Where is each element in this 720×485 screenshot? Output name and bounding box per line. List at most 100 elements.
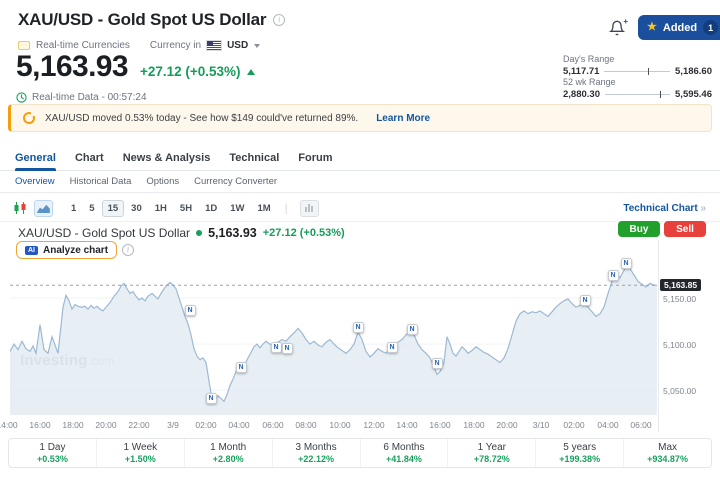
perf-3-months[interactable]: 3 Months +22.12% bbox=[271, 439, 360, 467]
interval-15[interactable]: 15 bbox=[101, 199, 125, 217]
promo-banner: XAU/USD moved 0.53% today - See how $149… bbox=[8, 104, 712, 132]
days-range-low: 5,117.71 bbox=[563, 66, 600, 77]
tab-chart[interactable]: Chart bbox=[74, 152, 104, 164]
days-range-high: 5,186.60 bbox=[675, 66, 712, 77]
interval-5h[interactable]: 5H bbox=[179, 202, 193, 214]
news-marker[interactable]: N bbox=[406, 323, 418, 335]
toolbar-divider: | bbox=[284, 201, 288, 215]
perf-period-label: 1 Week bbox=[123, 442, 158, 453]
perf-5-years[interactable]: 5 years +199.38% bbox=[535, 439, 623, 467]
analyze-info-icon[interactable]: i bbox=[122, 244, 134, 256]
wk52-range-high: 5,595.46 bbox=[675, 89, 712, 100]
interval-1m[interactable]: 1M bbox=[257, 202, 271, 214]
x-axis-tick: 02:00 bbox=[195, 420, 217, 430]
realtime-data-row: Real-time Data - 00:57:24 bbox=[16, 92, 147, 103]
added-label: Added bbox=[662, 21, 698, 34]
news-marker[interactable]: N bbox=[431, 357, 443, 369]
x-axis-tick: 3/9 bbox=[167, 420, 179, 430]
news-marker[interactable]: N bbox=[607, 269, 619, 281]
subtab-historical-data[interactable]: Historical Data bbox=[69, 176, 132, 187]
analyze-chart-button[interactable]: AI Analyze chart bbox=[16, 241, 118, 259]
x-axis-tick: 14:00 bbox=[0, 420, 18, 430]
news-marker[interactable]: N bbox=[270, 341, 282, 353]
technical-chart-link[interactable]: Technical Chart » bbox=[623, 203, 706, 214]
interval-5[interactable]: 5 bbox=[89, 202, 95, 214]
currency-in-label: Currency in bbox=[149, 40, 202, 51]
main-tabs: General Chart News & Analysis Technical Foru… bbox=[0, 146, 720, 171]
days-range-bar bbox=[604, 68, 671, 75]
subtab-currency-converter[interactable]: Currency Converter bbox=[194, 176, 278, 187]
star-icon: ★ bbox=[647, 21, 657, 33]
y-axis-label: 5,100.00 bbox=[663, 340, 697, 351]
perf-period-label: 1 Day bbox=[39, 442, 66, 453]
up-arrow-icon bbox=[246, 68, 255, 75]
news-marker[interactable]: N bbox=[579, 294, 591, 306]
news-marker[interactable]: N bbox=[235, 361, 247, 373]
buy-button[interactable]: Buy bbox=[618, 221, 660, 237]
perf-1-day[interactable]: 1 Day +0.53% bbox=[9, 439, 96, 467]
x-axis-tick: 06:00 bbox=[630, 420, 652, 430]
price-axis-divider bbox=[658, 240, 659, 432]
perf-1-week[interactable]: 1 Week +1.50% bbox=[95, 439, 184, 467]
news-marker[interactable]: N bbox=[281, 342, 293, 354]
perf-1-year[interactable]: 1 Year +78.72% bbox=[447, 439, 535, 467]
perf-max[interactable]: Max +934.87% bbox=[623, 439, 711, 467]
currency-select[interactable]: USD bbox=[227, 40, 249, 51]
news-marker[interactable]: N bbox=[386, 341, 398, 353]
learn-more-link[interactable]: Learn More bbox=[376, 112, 431, 124]
candlestick-chart-icon[interactable] bbox=[12, 200, 28, 216]
technical-chart-label: Technical Chart bbox=[623, 202, 698, 214]
x-axis-tick: 12:00 bbox=[363, 420, 385, 430]
chevron-down-icon[interactable] bbox=[254, 43, 261, 48]
perf-period-label: 1 Year bbox=[477, 442, 506, 453]
wk52-range-block: 52 wk Range 2,880.30 5,595.46 bbox=[563, 77, 712, 100]
perf-period-value: +934.87% bbox=[647, 454, 688, 464]
realtime-data-label: Real-time Data - 00:57:24 bbox=[32, 92, 147, 103]
us-flag-icon bbox=[206, 40, 223, 51]
x-axis-tick: 20:00 bbox=[496, 420, 518, 430]
news-marker[interactable]: N bbox=[620, 257, 632, 269]
title-info-icon[interactable]: i bbox=[273, 14, 286, 26]
realtime-label: Real-time Currencies bbox=[36, 40, 130, 51]
interval-1[interactable]: 1 bbox=[71, 202, 77, 214]
news-marker[interactable]: N bbox=[205, 392, 217, 404]
watchlist-added-button[interactable]: ★ Added 1 bbox=[638, 15, 720, 40]
subtab-options[interactable]: Options bbox=[146, 176, 180, 187]
news-marker[interactable]: N bbox=[184, 304, 196, 316]
tab-general[interactable]: General bbox=[15, 146, 56, 171]
tab-news-analysis[interactable]: News & Analysis bbox=[122, 152, 211, 164]
x-axis-tick: 20:00 bbox=[95, 420, 117, 430]
price-chart[interactable]: Investing.com bbox=[10, 240, 657, 415]
area-chart-icon[interactable] bbox=[34, 199, 53, 217]
ai-badge-icon: AI bbox=[25, 245, 38, 255]
sub-tabs: Overview Historical Data Options Currency C… bbox=[0, 171, 720, 193]
area-series bbox=[10, 263, 657, 415]
create-alert-button[interactable]: + bbox=[604, 15, 630, 40]
subtab-overview[interactable]: Overview bbox=[15, 176, 55, 187]
promo-icon bbox=[23, 112, 35, 124]
clock-icon bbox=[16, 92, 27, 103]
x-axis-tick: 18:00 bbox=[463, 420, 485, 430]
interval-30[interactable]: 30 bbox=[131, 202, 142, 214]
interval-1w[interactable]: 1W bbox=[230, 202, 245, 214]
tab-technical[interactable]: Technical bbox=[229, 152, 280, 164]
chart-toolbar: 1 5 15 30 1H 5H 1D 1W 1M | Technical Chart » bbox=[0, 195, 720, 222]
perf-6-months[interactable]: 6 Months +41.84% bbox=[359, 439, 448, 467]
x-axis-tick: 08:00 bbox=[295, 420, 317, 430]
wk52-range-low: 2,880.30 bbox=[563, 89, 600, 100]
perf-period-value: +78.72% bbox=[473, 454, 510, 464]
y-axis-label: 5,050.00 bbox=[663, 386, 697, 397]
tab-forum[interactable]: Forum bbox=[298, 152, 333, 164]
chevron-right-icon: » bbox=[700, 202, 706, 214]
news-marker[interactable]: N bbox=[352, 321, 364, 333]
indicators-icon[interactable] bbox=[299, 199, 319, 217]
interval-1h[interactable]: 1H bbox=[154, 202, 167, 214]
x-axis-tick: 04:00 bbox=[228, 420, 250, 430]
interval-1d[interactable]: 1D bbox=[205, 202, 218, 214]
time-axis: 14:00 16:00 18:00 20:00 22:00 3/9 02:00 04:00 06… bbox=[0, 420, 657, 432]
sell-button[interactable]: Sell bbox=[664, 221, 706, 237]
perf-period-value: +1.50% bbox=[124, 454, 156, 464]
perf-1-month[interactable]: 1 Month +2.80% bbox=[183, 439, 272, 467]
x-axis-tick: 18:00 bbox=[62, 420, 84, 430]
